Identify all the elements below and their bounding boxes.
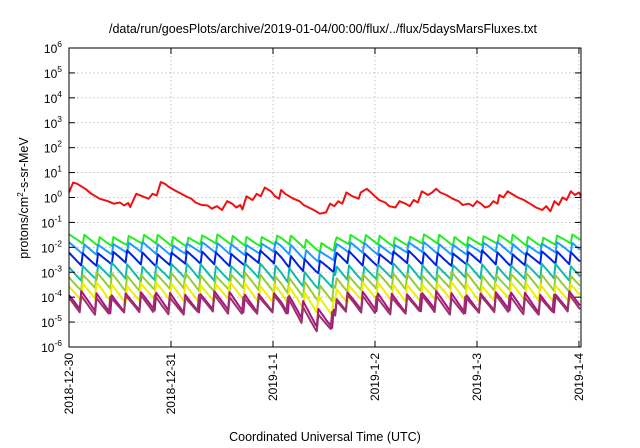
y-tick-label: 100: [44, 189, 62, 206]
y-tick-label: 101: [44, 164, 62, 181]
y-tick-label: 10-5: [41, 313, 62, 330]
x-tick-label: 2019-1-1: [266, 353, 280, 401]
y-axis-label-suffix: -s-sr-MeV: [17, 137, 31, 193]
y-axis-label-prefix: protons/cm: [17, 197, 31, 259]
series-line: [68, 233, 581, 253]
y-axis-ticks: 106 105 104 103 102 101 100 10-1 10-2 10-3 10-4 10-…: [41, 39, 581, 355]
x-axis-label: Coordinated Universal Time (UTC): [229, 430, 421, 444]
y-tick-label: 10-1: [41, 213, 62, 230]
x-tick-label: 2018-12-30: [62, 353, 76, 415]
series-line: [68, 261, 581, 290]
y-tick-label: 102: [44, 139, 62, 156]
y-tick-label: 10-4: [41, 288, 62, 305]
series-line: [68, 293, 581, 333]
y-tick-label: 103: [44, 114, 62, 131]
y-tick-label: 106: [44, 39, 62, 56]
y-axis-label: protons/cm2-s-sr-MeV: [15, 137, 31, 259]
x-axis-ticks: 2018-12-30 2018-12-31 2019-1-1 2019-1-2 2019…: [62, 48, 586, 414]
series-line: [68, 249, 581, 275]
x-tick-label: 2018-12-31: [164, 353, 178, 415]
x-tick-label: 2019-1-4: [572, 353, 586, 401]
y-tick-label: 10-3: [41, 263, 62, 280]
series-line: [68, 181, 582, 215]
y-tick-label: 10-2: [41, 238, 62, 255]
x-tick-label: 2019-1-3: [470, 353, 484, 401]
chart-title: /data/run/goesPlots/archive/2019-01-04/0…: [109, 22, 538, 36]
y-tick-label: 104: [44, 89, 62, 106]
y-axis-label-sup: 2: [15, 192, 25, 197]
y-tick-label: 10-6: [41, 338, 62, 355]
series-line: [68, 240, 581, 263]
x-tick-label: 2019-1-2: [368, 353, 382, 401]
series-layer: [68, 181, 582, 333]
y-tick-label: 105: [44, 64, 62, 81]
